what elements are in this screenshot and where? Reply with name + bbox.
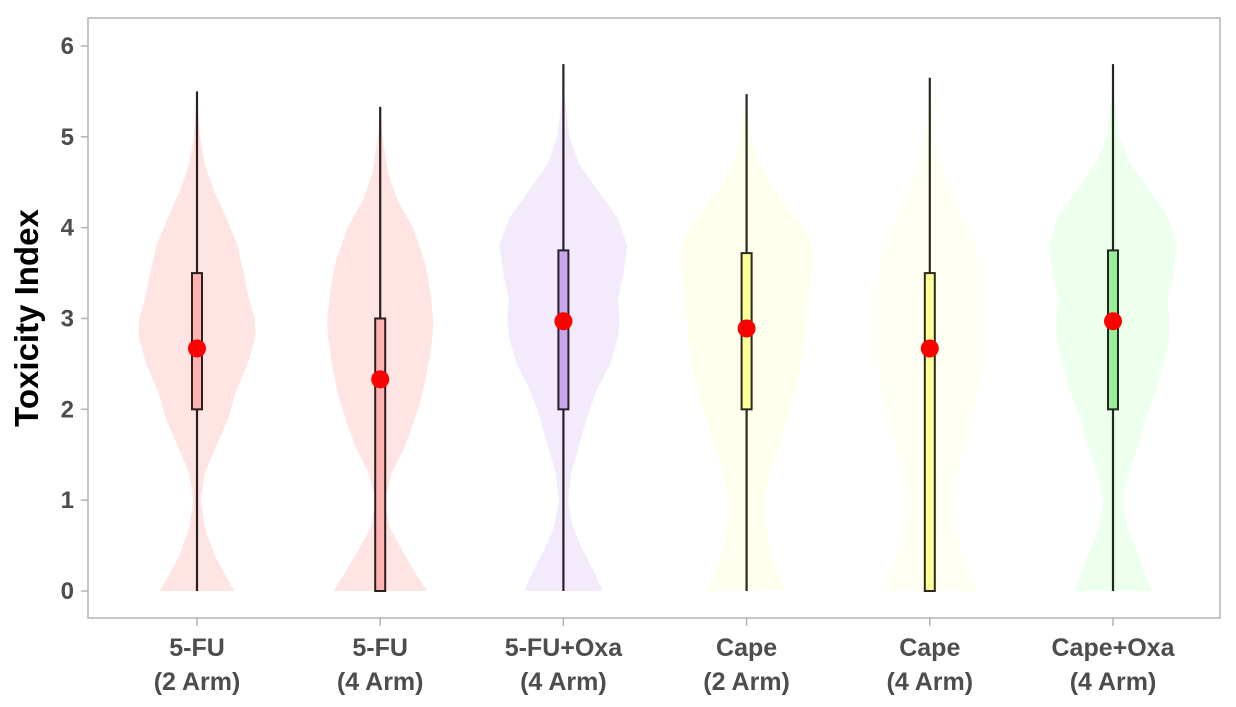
y-axis: 0 1 2 3 4 5 6 bbox=[61, 33, 88, 605]
y-tick-label: 0 bbox=[61, 578, 74, 605]
violins-layer bbox=[138, 64, 1177, 592]
mean-point bbox=[371, 370, 390, 389]
x-tick-label-line2: (4 Arm) bbox=[887, 668, 974, 696]
violin-group bbox=[499, 64, 628, 591]
mean-point bbox=[737, 319, 756, 338]
x-axis: 5-FU (2 Arm) 5-FU (4 Arm) 5-FU+Oxa (4 Arm) Cap… bbox=[154, 618, 1176, 696]
y-tick-label: 6 bbox=[61, 33, 74, 60]
x-tick-label-line2: (4 Arm) bbox=[1070, 668, 1157, 696]
mean-point bbox=[920, 339, 939, 358]
y-tick-label: 5 bbox=[61, 124, 74, 151]
x-tick-label-line2: (2 Arm) bbox=[703, 668, 790, 696]
x-tick-label-line1: 5-FU bbox=[352, 634, 408, 662]
x-tick-label-line1: 5-FU+Oxa bbox=[505, 634, 624, 662]
x-tick-label-line1: Cape bbox=[716, 634, 777, 662]
y-tick-label: 2 bbox=[61, 396, 74, 423]
violin-group bbox=[876, 77, 983, 592]
x-tick-label-line1: Cape bbox=[899, 634, 960, 662]
iqr-box bbox=[923, 272, 936, 592]
x-tick-label-line2: (2 Arm) bbox=[154, 668, 241, 696]
x-tick-label-line1: Cape+Oxa bbox=[1052, 634, 1176, 662]
violin-group bbox=[1049, 64, 1177, 591]
violin-group bbox=[327, 106, 434, 592]
violin-group bbox=[138, 91, 256, 592]
mean-point bbox=[1104, 312, 1122, 331]
y-axis-title: Toxicity Index bbox=[8, 209, 45, 427]
plot-panel-border bbox=[87, 17, 1221, 619]
iqr-box bbox=[374, 317, 387, 592]
mean-point bbox=[188, 339, 206, 358]
mean-point bbox=[554, 312, 573, 331]
y-tick-label: 3 bbox=[61, 306, 74, 333]
x-tick-label-line1: 5-FU bbox=[169, 634, 225, 662]
y-tick-label: 4 bbox=[61, 215, 75, 242]
violin-group bbox=[680, 94, 813, 591]
y-tick-label: 1 bbox=[61, 487, 74, 514]
x-tick-label-line2: (4 Arm) bbox=[337, 668, 424, 696]
x-tick-label-line2: (4 Arm) bbox=[520, 668, 607, 696]
